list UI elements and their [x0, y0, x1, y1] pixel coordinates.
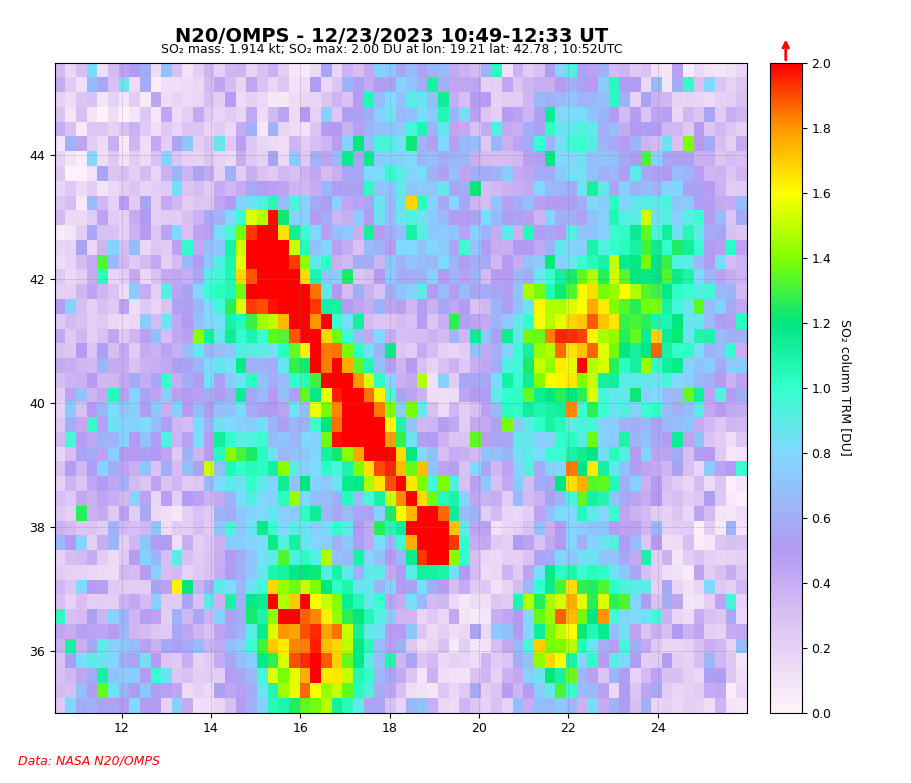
- Text: Data: NASA N20/OMPS: Data: NASA N20/OMPS: [18, 754, 160, 767]
- Text: SO₂ mass: 1.914 kt; SO₂ max: 2.00 DU at lon: 19.21 lat: 42.78 ; 10:52UTC: SO₂ mass: 1.914 kt; SO₂ max: 2.00 DU at …: [161, 43, 622, 56]
- Y-axis label: SO₂ column TRM [DU]: SO₂ column TRM [DU]: [839, 319, 852, 456]
- Text: N20/OMPS - 12/23/2023 10:49-12:33 UT: N20/OMPS - 12/23/2023 10:49-12:33 UT: [175, 27, 609, 46]
